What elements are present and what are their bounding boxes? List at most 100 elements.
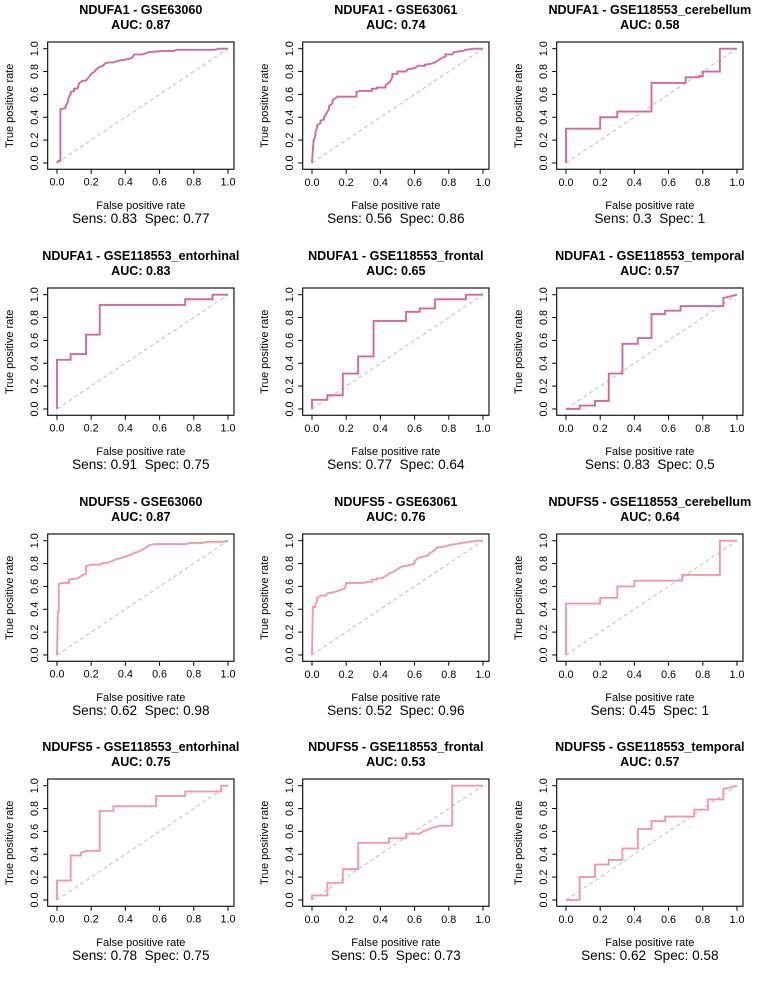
x-tick-label: 0.4 bbox=[373, 668, 388, 680]
plot-box bbox=[556, 532, 744, 662]
chance-diagonal bbox=[565, 48, 738, 164]
sens-spec-label: Sens: 0.78 Spec: 0.75 bbox=[72, 948, 209, 963]
y-tick-label: 1.0 bbox=[29, 41, 41, 56]
plot-box bbox=[556, 778, 744, 908]
panel-title: NDUFA1 - GSE118553_entorhinal bbox=[42, 249, 239, 263]
plot-box bbox=[47, 532, 235, 662]
y-tick-label: 0.6 bbox=[29, 824, 41, 839]
auc-label: AUC: 0.58 bbox=[620, 18, 679, 32]
roc-panel: NDUFS5 - GSE118553_entorhinal AUC: 0.75 0.… bbox=[0, 737, 255, 983]
y-tick-label: 1.0 bbox=[29, 533, 41, 548]
x-tick-label: 0.8 bbox=[696, 423, 711, 435]
auc-label: AUC: 0.53 bbox=[366, 755, 425, 769]
x-tick-label: 1.0 bbox=[475, 914, 490, 926]
x-tick-label: 1.0 bbox=[730, 423, 745, 435]
x-tick-label: 0.6 bbox=[661, 914, 676, 926]
x-tick-label: 0.4 bbox=[627, 668, 642, 680]
chance-diagonal bbox=[56, 48, 229, 164]
roc-curve bbox=[565, 539, 738, 655]
x-axis-label: False positive rate bbox=[96, 691, 185, 703]
sens-spec-label: Sens: 0.62 Spec: 0.98 bbox=[72, 702, 209, 717]
y-tick-label: 1.0 bbox=[539, 533, 551, 548]
roc-panel: NDUFA1 - GSE63060 AUC: 0.87 0.0 0.0 0.2 0.2 0.… bbox=[0, 0, 255, 246]
roc-curve bbox=[566, 785, 738, 902]
roc-curve bbox=[56, 47, 228, 164]
y-tick-label: 0.8 bbox=[539, 310, 551, 325]
y-tick-label: 1.0 bbox=[29, 778, 41, 793]
x-tick-label: 0.6 bbox=[661, 668, 676, 680]
y-tick-label: 0.0 bbox=[29, 155, 41, 170]
x-tick-label: 0.0 bbox=[49, 423, 64, 435]
y-axis-label: True positive rate bbox=[259, 555, 271, 639]
y-tick-label: 0.6 bbox=[284, 824, 296, 839]
y-tick-label: 0.6 bbox=[284, 578, 296, 593]
y-tick-label: 1.0 bbox=[539, 41, 551, 56]
panel-title: NDUFA1 - GSE63061 bbox=[334, 3, 457, 17]
y-tick-label: 0.0 bbox=[539, 155, 551, 170]
y-axis-label: True positive rate bbox=[513, 801, 525, 885]
chance-diagonal bbox=[565, 539, 738, 656]
y-tick-label: 0.0 bbox=[539, 401, 551, 416]
x-tick-label: 0.0 bbox=[559, 177, 574, 189]
sens-spec-label: Sens: 0.3 Spec: 1 bbox=[595, 211, 706, 226]
x-tick-label: 0.0 bbox=[559, 668, 574, 680]
x-tick-label: 1.0 bbox=[220, 668, 235, 680]
x-tick-label: 0.6 bbox=[661, 423, 676, 435]
y-tick-label: 1.0 bbox=[29, 287, 41, 302]
x-axis-label: False positive rate bbox=[606, 446, 695, 458]
y-tick-label: 0.0 bbox=[29, 893, 41, 908]
x-axis-label: False positive rate bbox=[96, 937, 185, 949]
y-tick-label: 0.2 bbox=[539, 870, 551, 885]
y-tick-label: 0.6 bbox=[29, 87, 41, 102]
y-tick-label: 0.4 bbox=[29, 601, 41, 616]
x-axis-label: False positive rate bbox=[606, 200, 695, 212]
x-tick-label: 0.8 bbox=[696, 914, 711, 926]
panel-title: NDUFS5 - GSE63061 bbox=[334, 494, 457, 508]
x-tick-label: 0.2 bbox=[338, 177, 353, 189]
x-tick-label: 0.6 bbox=[407, 177, 422, 189]
x-tick-label: 1.0 bbox=[475, 423, 490, 435]
x-tick-label: 0.2 bbox=[593, 177, 608, 189]
x-axis-label: False positive rate bbox=[96, 446, 185, 458]
y-tick-label: 0.6 bbox=[29, 578, 41, 593]
chance-diagonal bbox=[311, 785, 483, 901]
y-tick-label: 0.8 bbox=[539, 801, 551, 816]
panel-title: NDUFA1 - GSE118553_temporal bbox=[555, 249, 744, 263]
x-tick-label: 0.8 bbox=[186, 177, 201, 189]
plot-box bbox=[301, 287, 490, 416]
roc-curve bbox=[310, 784, 483, 901]
y-tick-label: 0.0 bbox=[29, 647, 41, 662]
roc-curve bbox=[310, 293, 483, 409]
y-tick-label: 0.8 bbox=[29, 801, 41, 816]
y-tick-label: 0.4 bbox=[284, 110, 296, 125]
x-tick-label: 1.0 bbox=[730, 177, 745, 189]
roc-panel: NDUFA1 - GSE118553_temporal AUC: 0.57 0.0 0… bbox=[509, 246, 764, 492]
auc-label: AUC: 0.65 bbox=[366, 264, 425, 278]
auc-label: AUC: 0.87 bbox=[111, 509, 170, 523]
x-axis-label: False positive rate bbox=[96, 200, 185, 212]
y-tick-label: 0.4 bbox=[284, 356, 296, 371]
x-tick-label: 0.0 bbox=[304, 177, 319, 189]
y-tick-label: 0.4 bbox=[539, 356, 551, 371]
panel-title: NDUFS5 - GSE118553_cerebellum bbox=[549, 494, 752, 508]
y-tick-label: 0.6 bbox=[284, 87, 296, 102]
y-tick-label: 0.0 bbox=[29, 401, 41, 416]
x-tick-label: 0.2 bbox=[593, 668, 608, 680]
y-axis-label: True positive rate bbox=[259, 64, 271, 148]
y-axis-label: True positive rate bbox=[4, 555, 16, 639]
panel-title: NDUFS5 - GSE63060 bbox=[79, 494, 202, 508]
x-tick-label: 0.2 bbox=[593, 914, 608, 926]
y-tick-label: 0.8 bbox=[284, 310, 296, 325]
y-tick-label: 0.8 bbox=[284, 64, 296, 79]
x-tick-label: 0.6 bbox=[152, 668, 167, 680]
x-tick-label: 0.6 bbox=[152, 423, 167, 435]
chance-diagonal bbox=[56, 293, 229, 410]
y-tick-label: 0.8 bbox=[284, 801, 296, 816]
y-tick-label: 0.8 bbox=[29, 64, 41, 79]
y-axis-label: True positive rate bbox=[259, 309, 271, 393]
y-tick-label: 0.2 bbox=[539, 624, 551, 639]
